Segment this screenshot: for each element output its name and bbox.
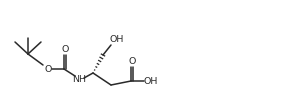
Text: O: O: [44, 64, 52, 74]
Text: NH: NH: [72, 75, 86, 83]
Text: O: O: [128, 57, 136, 67]
Text: O: O: [61, 45, 69, 55]
Text: OH: OH: [144, 76, 158, 86]
Text: OH: OH: [110, 34, 124, 44]
